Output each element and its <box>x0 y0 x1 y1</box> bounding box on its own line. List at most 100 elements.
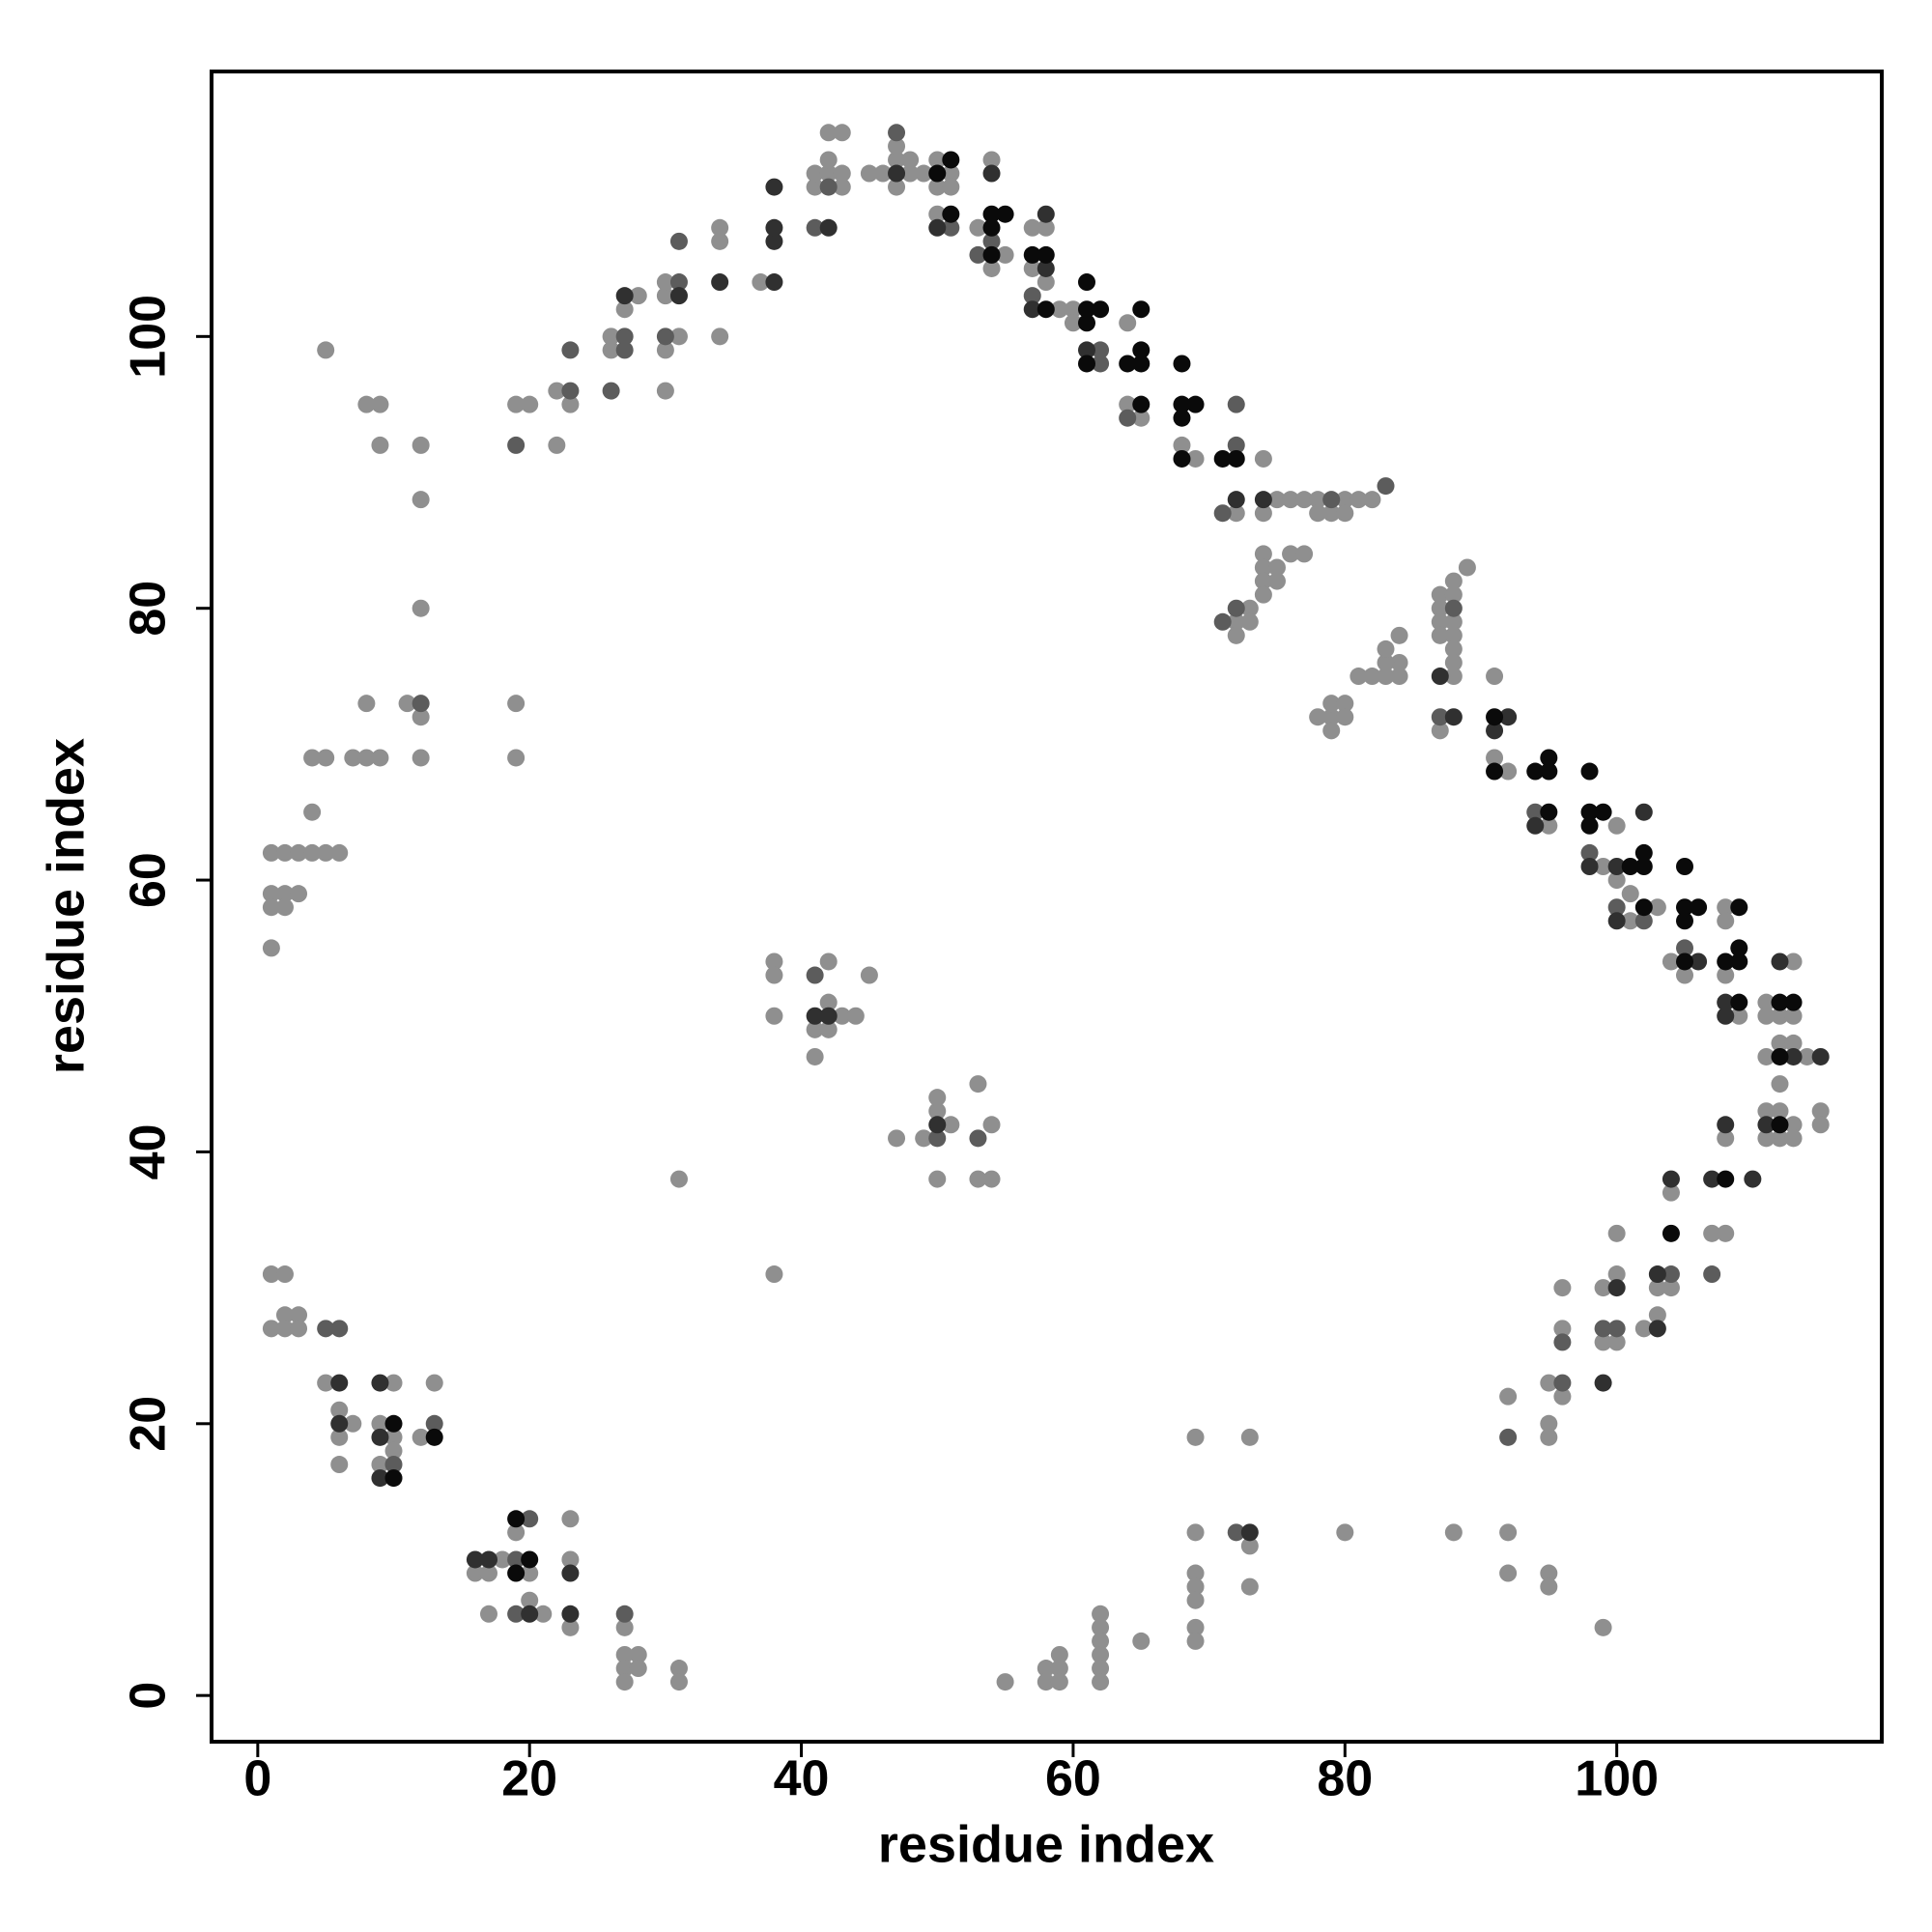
point <box>466 1550 484 1569</box>
point <box>669 273 688 292</box>
point <box>1444 612 1463 631</box>
point <box>669 232 688 250</box>
point <box>412 708 430 726</box>
point <box>1092 1660 1110 1678</box>
point <box>928 1116 947 1134</box>
point <box>1594 1333 1612 1351</box>
point <box>1186 395 1205 413</box>
point <box>275 885 294 903</box>
point <box>1771 1075 1789 1094</box>
point <box>1050 1673 1068 1691</box>
point <box>819 178 838 196</box>
point <box>942 178 960 196</box>
point <box>669 1673 688 1691</box>
point <box>1132 409 1151 427</box>
point <box>656 287 674 305</box>
point <box>1594 1320 1612 1338</box>
point <box>765 178 783 196</box>
point <box>928 1129 947 1148</box>
point <box>425 1374 443 1392</box>
point <box>1350 491 1368 509</box>
point <box>615 1645 634 1663</box>
point <box>1784 993 1803 1011</box>
point <box>1540 1414 1558 1433</box>
point <box>1227 436 1245 454</box>
point <box>1050 300 1068 319</box>
point <box>1227 449 1245 468</box>
point <box>384 1469 403 1488</box>
point <box>1186 1618 1205 1636</box>
point <box>711 327 729 346</box>
point <box>928 151 947 169</box>
point <box>1717 912 1735 930</box>
point <box>615 327 634 346</box>
point <box>290 843 308 862</box>
point <box>942 205 960 223</box>
point <box>928 164 947 183</box>
point <box>1023 259 1041 277</box>
point <box>275 1265 294 1284</box>
point <box>330 1401 349 1419</box>
point <box>1744 1170 1762 1188</box>
point <box>1309 708 1327 726</box>
point <box>1634 1320 1653 1338</box>
point <box>1499 762 1518 781</box>
point <box>1594 1618 1612 1636</box>
point <box>1064 314 1082 332</box>
point <box>1553 1387 1572 1406</box>
point <box>1730 939 1748 957</box>
point <box>521 1510 539 1528</box>
point <box>344 749 362 767</box>
point <box>1186 1523 1205 1542</box>
point <box>1486 762 1504 781</box>
point <box>982 232 1001 250</box>
point <box>1648 1320 1666 1338</box>
point <box>1078 314 1096 332</box>
point <box>1322 504 1341 523</box>
point <box>1282 491 1300 509</box>
point <box>765 232 783 250</box>
point <box>521 1605 539 1623</box>
point <box>833 164 851 183</box>
point <box>317 1374 335 1392</box>
point <box>928 178 947 196</box>
point <box>1336 1523 1354 1542</box>
point <box>982 205 1001 223</box>
point <box>494 1550 512 1569</box>
point <box>656 341 674 359</box>
point <box>888 124 906 142</box>
point <box>1757 1102 1776 1121</box>
point <box>1037 245 1055 264</box>
point <box>629 1645 647 1663</box>
point <box>765 273 783 292</box>
point <box>1784 952 1803 971</box>
point <box>1553 1333 1572 1351</box>
point <box>1607 1320 1626 1338</box>
point <box>1771 1034 1789 1052</box>
point <box>371 1469 389 1488</box>
y-tick-label: 80 <box>121 581 177 637</box>
point <box>1540 803 1558 821</box>
point <box>928 218 947 237</box>
point <box>1254 545 1272 563</box>
point <box>1648 898 1666 917</box>
point <box>1173 409 1191 427</box>
point <box>819 993 838 1011</box>
point <box>1240 1537 1259 1555</box>
point <box>290 1320 308 1338</box>
point <box>629 1660 647 1678</box>
point <box>1540 749 1558 767</box>
point <box>1119 409 1137 427</box>
point <box>1092 1605 1110 1623</box>
point <box>806 164 824 183</box>
point <box>1499 1387 1518 1406</box>
point <box>1173 395 1191 413</box>
point <box>330 1428 349 1446</box>
point <box>412 749 430 767</box>
point <box>806 1020 824 1038</box>
point <box>656 382 674 400</box>
point <box>1227 612 1245 631</box>
point <box>262 898 280 917</box>
point <box>1092 1632 1110 1650</box>
